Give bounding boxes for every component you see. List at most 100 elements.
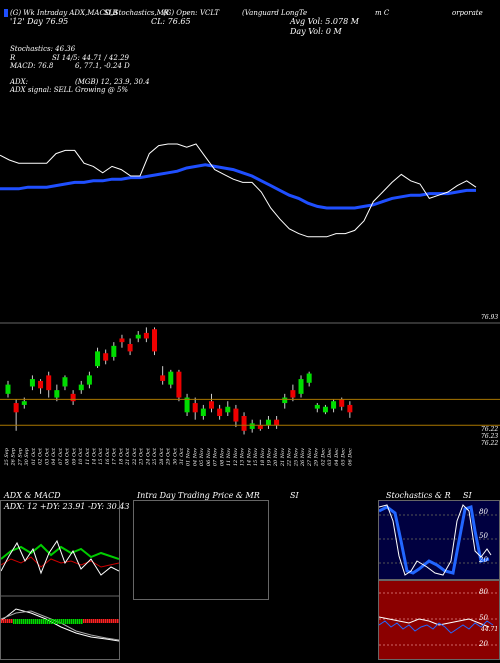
date-label: 23 Oct <box>139 447 145 466</box>
candle-body <box>314 404 320 409</box>
date-label: 27 Nov <box>307 448 313 467</box>
date-label: 05 Dec <box>341 448 347 466</box>
candle-body <box>282 397 288 404</box>
white-price-line <box>0 143 477 238</box>
macd-bar <box>105 619 107 623</box>
candle-body <box>38 380 44 389</box>
adx-macd-svg <box>0 539 121 642</box>
date-label: 27 Sep <box>17 447 23 466</box>
candle-body <box>225 406 231 413</box>
candle-body <box>200 408 206 416</box>
date-label: 07 Oct <box>58 447 64 465</box>
date-label: 24 Oct <box>145 447 151 466</box>
macd-bar <box>69 619 71 624</box>
macd-bar <box>99 619 101 623</box>
rsi-tick-50: 50 <box>479 614 488 622</box>
rsi-line-blue <box>378 620 494 634</box>
blue-moving-line <box>0 163 476 210</box>
macd-bar <box>29 619 31 624</box>
macd-bar <box>71 619 73 624</box>
date-label: 03 Oct <box>44 447 50 465</box>
macd-bar <box>63 619 65 624</box>
macd-bar <box>9 619 11 623</box>
macd-bar <box>49 619 51 624</box>
date-label: 18 Oct <box>118 447 124 465</box>
date-label: 28 Oct <box>159 447 165 466</box>
date-label: 04 Nov <box>192 448 198 466</box>
date-label: 29 Oct <box>166 447 172 466</box>
intraday-title: Intra Day Trading Price & MR <box>137 491 260 500</box>
price-label-bottom-3: 76.22 <box>481 440 499 447</box>
date-label: 20 Nov <box>273 448 279 467</box>
price-label-bottom-1: 76.22 <box>481 426 499 433</box>
stoch-panel-title: Stochastics & R <box>386 491 451 500</box>
stochastics-panel <box>378 500 500 580</box>
macd-bar <box>3 619 5 623</box>
rsi-svg <box>378 592 499 646</box>
date-label: 04 Dec <box>334 448 340 466</box>
candle-body <box>127 344 133 352</box>
candle-body <box>331 401 337 409</box>
chart-left-marker <box>4 9 8 17</box>
macd-bar <box>23 619 25 624</box>
candle-body <box>298 379 304 394</box>
macd-bar <box>43 619 45 624</box>
date-label: 01 Oct <box>31 447 37 465</box>
macd-bar <box>51 619 53 624</box>
adx-panel-values: ADX: 12 +DY: 23.91 -DY: 30.43 <box>4 502 130 511</box>
date-label: 02 Dec <box>320 448 326 466</box>
date-label: 26 Sep <box>11 447 17 466</box>
date-label: 02 Oct <box>38 447 44 465</box>
date-label: 17 Oct <box>112 447 118 465</box>
candle-body <box>78 384 84 391</box>
stoch-line-blue <box>378 505 490 575</box>
candle-body <box>70 393 76 402</box>
macd-bar <box>109 619 111 623</box>
candle-body <box>13 403 19 413</box>
macd-bar <box>91 619 93 623</box>
candle-body <box>86 375 92 385</box>
candle-body <box>322 406 328 413</box>
candle-body <box>257 425 263 429</box>
date-label: 22 Nov <box>287 448 293 467</box>
macd-bar <box>115 619 117 623</box>
date-label: 11 Nov <box>226 448 232 466</box>
date-label: 04 Oct <box>51 447 57 465</box>
date-label: 19 Nov <box>267 448 273 466</box>
macd-bar <box>33 619 35 624</box>
date-label: 09 Oct <box>71 447 77 465</box>
macd-bar <box>41 619 43 624</box>
r-label: R <box>10 54 16 62</box>
date-label: 11 Oct <box>85 447 91 465</box>
candle-body <box>306 373 312 383</box>
date-label: 26 Nov <box>300 448 306 467</box>
title-end-1: m C <box>375 9 390 17</box>
macd-bar <box>45 619 47 624</box>
macd-bar <box>61 619 63 624</box>
macd-bar <box>67 619 69 624</box>
macd-bar <box>113 619 115 623</box>
open-value: VCLT <box>200 9 220 17</box>
candle-body <box>265 419 271 426</box>
macd-bar <box>21 619 23 624</box>
adx-panel-title: ADX & MACD <box>4 491 61 500</box>
macd-bar <box>117 619 119 623</box>
candle-body <box>249 423 255 429</box>
macd-bar <box>65 619 67 624</box>
intraday-panel <box>133 500 269 600</box>
macd-bar <box>17 619 19 624</box>
macd-bar <box>55 619 57 624</box>
macd-bar <box>19 619 21 624</box>
macd-bar <box>37 619 39 624</box>
macd-bar <box>57 619 59 624</box>
macd-bar <box>15 619 17 624</box>
macd-bar <box>85 619 87 623</box>
macd-line-white <box>0 608 120 642</box>
date-axis: 25 Sep 26 Sep 27 Sep 30 Sep 01 Oct 02 Oct 03 O… <box>4 447 353 467</box>
stochastics-svg <box>378 504 499 576</box>
macd-bar <box>53 619 55 624</box>
title-right: (Vanguard LongTe <box>242 9 308 17</box>
candle-body <box>168 371 174 385</box>
date-label: 22 Oct <box>132 447 138 466</box>
candle-body <box>241 416 247 431</box>
